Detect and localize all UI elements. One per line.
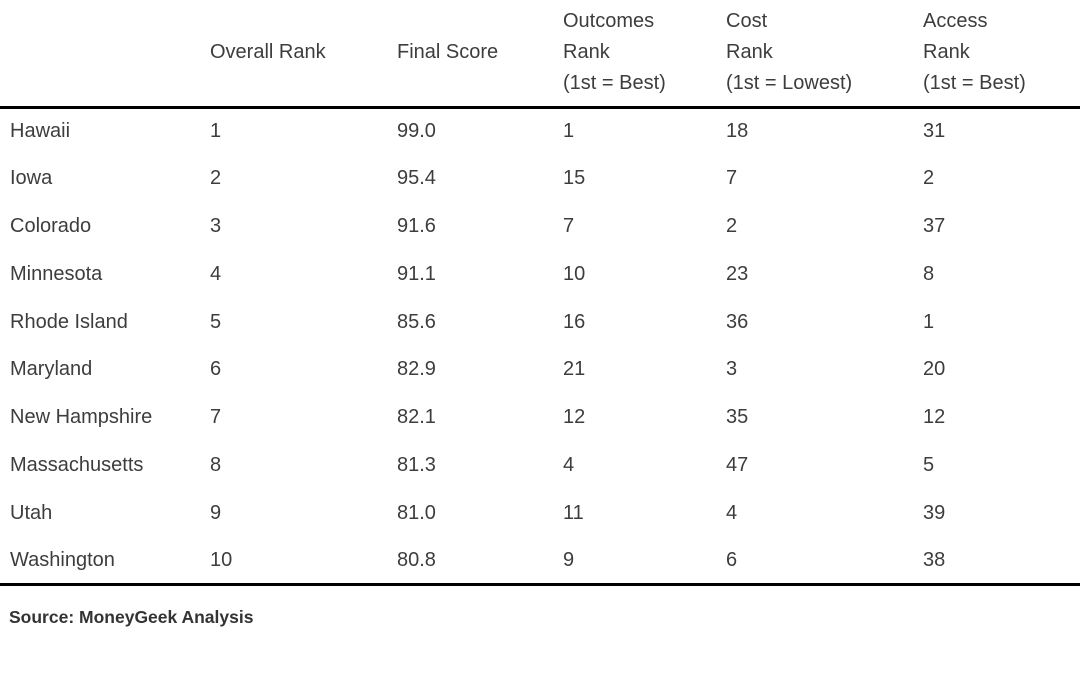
cell-final-score: 82.1 — [397, 406, 436, 429]
cell-cost-rank: 4 — [726, 501, 738, 524]
cell-cost-rank: 7 — [726, 167, 738, 190]
table-row: Maryland 6 82.9 21 3 20 — [0, 346, 1080, 394]
cell-final-score: 85.6 — [397, 310, 436, 333]
cell-overall-rank: 2 — [210, 167, 222, 190]
state-rankings-table: Overall Rank Final Score Outcomes Rank (… — [0, 0, 1080, 587]
cell-cost-rank: 3 — [726, 358, 738, 381]
cell-outcomes-rank: 21 — [563, 358, 586, 381]
cell-overall-rank: 10 — [210, 548, 233, 571]
cell-cost-rank: 18 — [726, 120, 749, 143]
column-header-overall-rank: Overall Rank — [210, 0, 397, 109]
cell-cost-rank: 36 — [726, 310, 749, 333]
cell-outcomes-rank: 16 — [563, 310, 586, 333]
cell-access-rank: 5 — [923, 453, 935, 476]
cell-outcomes-rank: 15 — [563, 167, 586, 190]
cell-state: Colorado — [10, 214, 92, 237]
cell-outcomes-rank: 12 — [563, 406, 586, 429]
cell-state: Washington — [10, 548, 115, 571]
header-row: Overall Rank Final Score Outcomes Rank (… — [0, 0, 1080, 109]
table-body: Hawaii 1 99.0 1 18 31 Iowa 2 95.4 15 7 2 Colorado 3 91… — [0, 107, 1080, 585]
table-row: Washington 10 80.8 9 6 38 — [0, 537, 1080, 585]
table-row: Colorado 3 91.6 7 2 37 — [0, 203, 1080, 251]
cell-cost-rank: 35 — [726, 406, 749, 429]
cell-final-score: 81.0 — [397, 501, 436, 524]
cell-state: New Hampshire — [10, 406, 153, 429]
cell-cost-rank: 47 — [726, 453, 749, 476]
cell-state: Rhode Island — [10, 310, 128, 333]
cell-final-score: 95.4 — [397, 167, 436, 190]
cell-overall-rank: 6 — [210, 358, 222, 381]
table-row: Massachusetts 8 81.3 4 47 5 — [0, 442, 1080, 490]
cell-cost-rank: 2 — [726, 214, 738, 237]
cell-state: Utah — [10, 501, 53, 524]
column-header-state — [0, 0, 210, 109]
table-row: Minnesota 4 91.1 10 23 8 — [0, 250, 1080, 298]
cell-access-rank: 37 — [923, 214, 946, 237]
cell-outcomes-rank: 11 — [563, 501, 584, 524]
cell-access-rank: 1 — [923, 310, 935, 333]
cell-outcomes-rank: 7 — [563, 214, 575, 237]
cell-state: Minnesota — [10, 262, 103, 285]
cell-overall-rank: 5 — [210, 310, 222, 333]
cell-access-rank: 8 — [923, 262, 935, 285]
cell-final-score: 80.8 — [397, 548, 436, 571]
column-header-final-score: Final Score — [397, 0, 563, 109]
cell-outcomes-rank: 10 — [563, 262, 586, 285]
table-row: Rhode Island 5 85.6 16 36 1 — [0, 298, 1080, 346]
cell-overall-rank: 7 — [210, 406, 222, 429]
cell-state: Massachusetts — [10, 453, 144, 476]
cell-overall-rank: 4 — [210, 262, 222, 285]
source-note: Source: MoneyGeek Analysis — [9, 607, 254, 628]
table-row: Hawaii 1 99.0 1 18 31 — [0, 107, 1080, 155]
cell-access-rank: 20 — [923, 358, 946, 381]
cell-outcomes-rank: 9 — [563, 548, 575, 571]
table-row: Utah 9 81.0 11 4 39 — [0, 489, 1080, 537]
cell-final-score: 91.6 — [397, 214, 436, 237]
cell-overall-rank: 9 — [210, 501, 222, 524]
cell-cost-rank: 6 — [726, 548, 738, 571]
cell-cost-rank: 23 — [726, 262, 749, 285]
column-header-cost-rank: Cost Rank (1st = Lowest) — [726, 0, 923, 109]
cell-overall-rank: 1 — [210, 120, 222, 143]
cell-final-score: 82.9 — [397, 358, 436, 381]
cell-state: Iowa — [10, 167, 53, 190]
cell-access-rank: 2 — [923, 167, 935, 190]
column-header-outcomes-rank: Outcomes Rank (1st = Best) — [563, 0, 726, 109]
cell-access-rank: 12 — [923, 406, 946, 429]
cell-access-rank: 38 — [923, 548, 946, 571]
cell-state: Hawaii — [10, 120, 71, 143]
cell-overall-rank: 3 — [210, 214, 222, 237]
column-header-access-rank: Access Rank (1st = Best) — [923, 0, 1080, 109]
table-row: Iowa 2 95.4 15 7 2 — [0, 155, 1080, 203]
cell-final-score: 91.1 — [397, 262, 436, 285]
cell-overall-rank: 8 — [210, 453, 222, 476]
cell-final-score: 99.0 — [397, 120, 436, 143]
cell-outcomes-rank: 1 — [563, 120, 575, 143]
table-row: New Hampshire 7 82.1 12 35 12 — [0, 394, 1080, 442]
cell-final-score: 81.3 — [397, 453, 436, 476]
cell-outcomes-rank: 4 — [563, 453, 575, 476]
table-header: Overall Rank Final Score Outcomes Rank (… — [0, 0, 1080, 109]
cell-state: Maryland — [10, 358, 93, 381]
cell-access-rank: 31 — [923, 120, 946, 143]
cell-access-rank: 39 — [923, 501, 946, 524]
